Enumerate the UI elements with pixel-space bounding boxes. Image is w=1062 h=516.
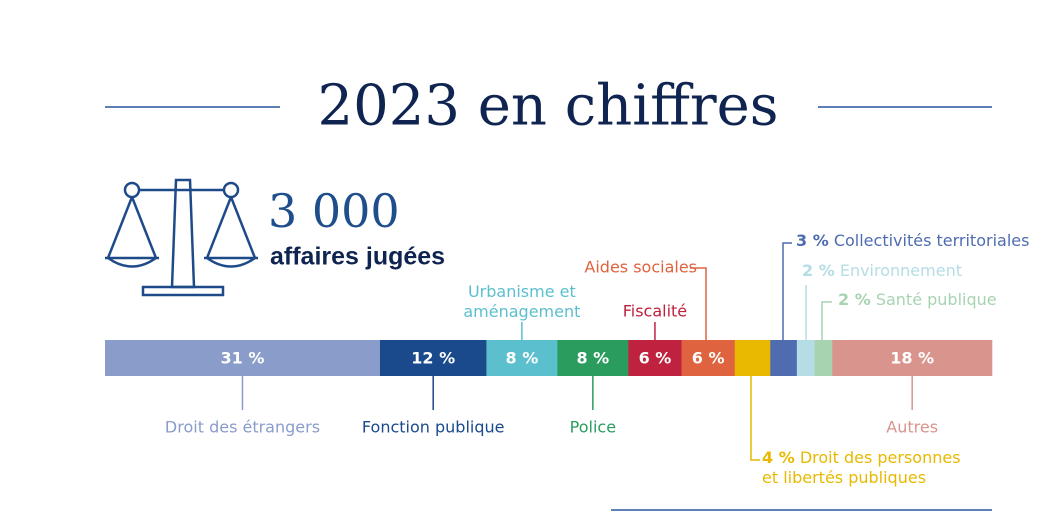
title: 2023 en chiffres — [317, 74, 778, 139]
bar-segment — [105, 340, 381, 376]
label-line: et libertés publiques — [762, 468, 926, 487]
bar-segment — [814, 340, 833, 376]
bar-segment — [770, 340, 798, 376]
bar-segment — [734, 340, 771, 376]
value-label: 8 % — [506, 349, 539, 368]
category-label: Aides sociales — [584, 258, 697, 277]
category-label: Autres — [886, 418, 938, 437]
bar-segment — [379, 340, 487, 376]
headline-value: 3 000 — [268, 184, 400, 238]
category-label: 4 % Droit des personnes et libertés publi… — [762, 448, 961, 487]
connector — [782, 242, 792, 340]
category-label: 3 % Collectivités territoriales — [796, 231, 1029, 250]
category-label: 2 % Environnement — [802, 261, 962, 280]
category-label: Droit des étrangers — [165, 418, 320, 437]
category-label: Police — [570, 418, 616, 437]
label-line: Droit des personnes — [800, 448, 961, 467]
value-label: 4 % — [762, 448, 795, 467]
value-label: 2 % — [838, 290, 871, 309]
bar-segment — [796, 340, 815, 376]
category-name: Environnement — [840, 261, 962, 280]
bar-segment — [628, 340, 682, 376]
value-label: 2 % — [802, 261, 835, 280]
scale-icon — [105, 178, 258, 297]
connector — [821, 301, 832, 340]
bar-segment — [832, 340, 993, 376]
value-label: 31 % — [221, 349, 265, 368]
category-name: Droit des personnes et libertés publiques — [762, 448, 961, 487]
label-line: aménagement — [463, 302, 580, 321]
value-label: 8 % — [576, 349, 609, 368]
bar-segment — [681, 340, 736, 376]
category-label: Urbanisme et aménagement — [463, 282, 580, 321]
category-label: Fonction publique — [362, 418, 505, 437]
value-label: 3 % — [796, 231, 829, 250]
value-label: 18 % — [890, 349, 934, 368]
category-label: Fiscalité — [623, 302, 687, 321]
headline-label: affaires jugées — [270, 243, 445, 271]
value-label: 12 % — [411, 349, 455, 368]
bar-segment — [486, 340, 558, 376]
connector — [690, 267, 707, 340]
bar-segment — [557, 340, 629, 376]
value-label: 6 % — [639, 349, 672, 368]
label-line: Urbanisme et — [468, 282, 576, 301]
bar-group — [105, 340, 993, 376]
connector — [750, 376, 760, 461]
category-label: 2 % Santé publique — [838, 290, 997, 309]
category-name: Collectivités territoriales — [834, 231, 1030, 250]
value-label: 6 % — [692, 349, 725, 368]
category-name: Santé publique — [876, 290, 997, 309]
